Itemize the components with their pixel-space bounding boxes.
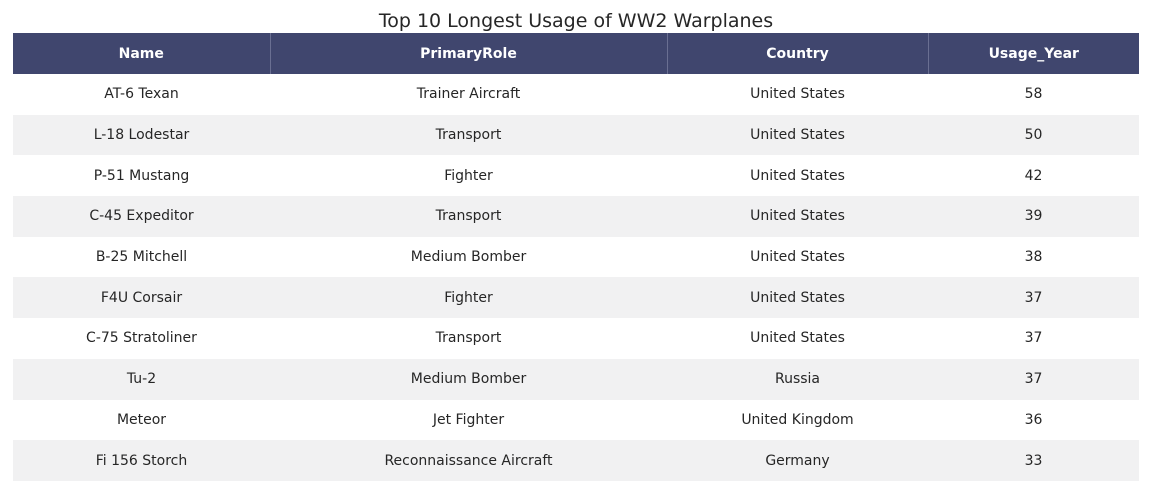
table-row: Tu-2 Medium Bomber Russia 37 — [13, 358, 1139, 400]
column-header-primary-role: PrimaryRole — [269, 33, 667, 74]
cell-usage-year: 37 — [928, 318, 1139, 359]
cell-usage-year: 38 — [928, 236, 1139, 278]
cell-name: P-51 Mustang — [13, 155, 270, 197]
chart-title: Top 10 Longest Usage of WW2 Warplanes — [378, 10, 774, 32]
table-row: C-45 Expeditor Transport United States 39 — [13, 196, 1139, 237]
cell-primary-role: Transport — [270, 196, 667, 237]
cell-name: F4U Corsair — [13, 277, 270, 319]
cell-primary-role: Medium Bomber — [270, 358, 667, 400]
table-row: L-18 Lodestar Transport United States 50 — [13, 114, 1139, 156]
cell-name: Meteor — [13, 399, 270, 441]
cell-usage-year: 50 — [928, 114, 1139, 156]
cell-country: Russia — [667, 358, 928, 400]
table-header-row: Name PrimaryRole Country Usage_Year — [13, 33, 1139, 74]
cell-primary-role: Reconnaissance Aircraft — [270, 440, 667, 481]
column-header-usage-year: Usage_Year — [927, 33, 1139, 74]
cell-name: C-75 Stratoliner — [13, 318, 270, 359]
cell-name: C-45 Expeditor — [13, 196, 270, 237]
cell-usage-year: 42 — [928, 155, 1139, 197]
cell-country: United Kingdom — [667, 399, 928, 441]
column-header-country: Country — [666, 33, 928, 74]
cell-primary-role: Fighter — [270, 155, 667, 197]
cell-usage-year: 58 — [928, 74, 1139, 115]
column-header-name: Name — [13, 33, 270, 74]
cell-country: Germany — [667, 440, 928, 481]
cell-name: Tu-2 — [13, 358, 270, 400]
data-table: Name PrimaryRole Country Usage_Year AT-6… — [13, 33, 1139, 481]
cell-country: United States — [667, 74, 928, 115]
cell-name: L-18 Lodestar — [13, 114, 270, 156]
table-row: C-75 Stratoliner Transport United States 37 — [13, 318, 1139, 359]
table-row: Fi 156 Storch Reconnaissance Aircraft Germ… — [13, 440, 1139, 481]
cell-name: B-25 Mitchell — [13, 236, 270, 278]
table-row: AT-6 Texan Trainer Aircraft United States 5… — [13, 74, 1139, 115]
cell-country: United States — [667, 277, 928, 319]
table-row: P-51 Mustang Fighter United States 42 — [13, 155, 1139, 197]
table-row: F4U Corsair Fighter United States 37 — [13, 277, 1139, 319]
table-row: Meteor Jet Fighter United Kingdom 36 — [13, 399, 1139, 441]
cell-primary-role: Transport — [270, 114, 667, 156]
cell-name: AT-6 Texan — [13, 74, 270, 115]
cell-primary-role: Medium Bomber — [270, 236, 667, 278]
cell-usage-year: 36 — [928, 399, 1139, 441]
cell-country: United States — [667, 318, 928, 359]
cell-country: United States — [667, 155, 928, 197]
cell-usage-year: 33 — [928, 440, 1139, 481]
table-row: B-25 Mitchell Medium Bomber United States 3… — [13, 236, 1139, 278]
cell-primary-role: Jet Fighter — [270, 399, 667, 441]
cell-country: United States — [667, 236, 928, 278]
cell-primary-role: Trainer Aircraft — [270, 74, 667, 115]
cell-usage-year: 37 — [928, 358, 1139, 400]
cell-name: Fi 156 Storch — [13, 440, 270, 481]
cell-usage-year: 37 — [928, 277, 1139, 319]
cell-primary-role: Transport — [270, 318, 667, 359]
cell-usage-year: 39 — [928, 196, 1139, 237]
cell-primary-role: Fighter — [270, 277, 667, 319]
table-body: AT-6 Texan Trainer Aircraft United States 5… — [13, 74, 1139, 481]
cell-country: United States — [667, 196, 928, 237]
cell-country: United States — [667, 114, 928, 156]
